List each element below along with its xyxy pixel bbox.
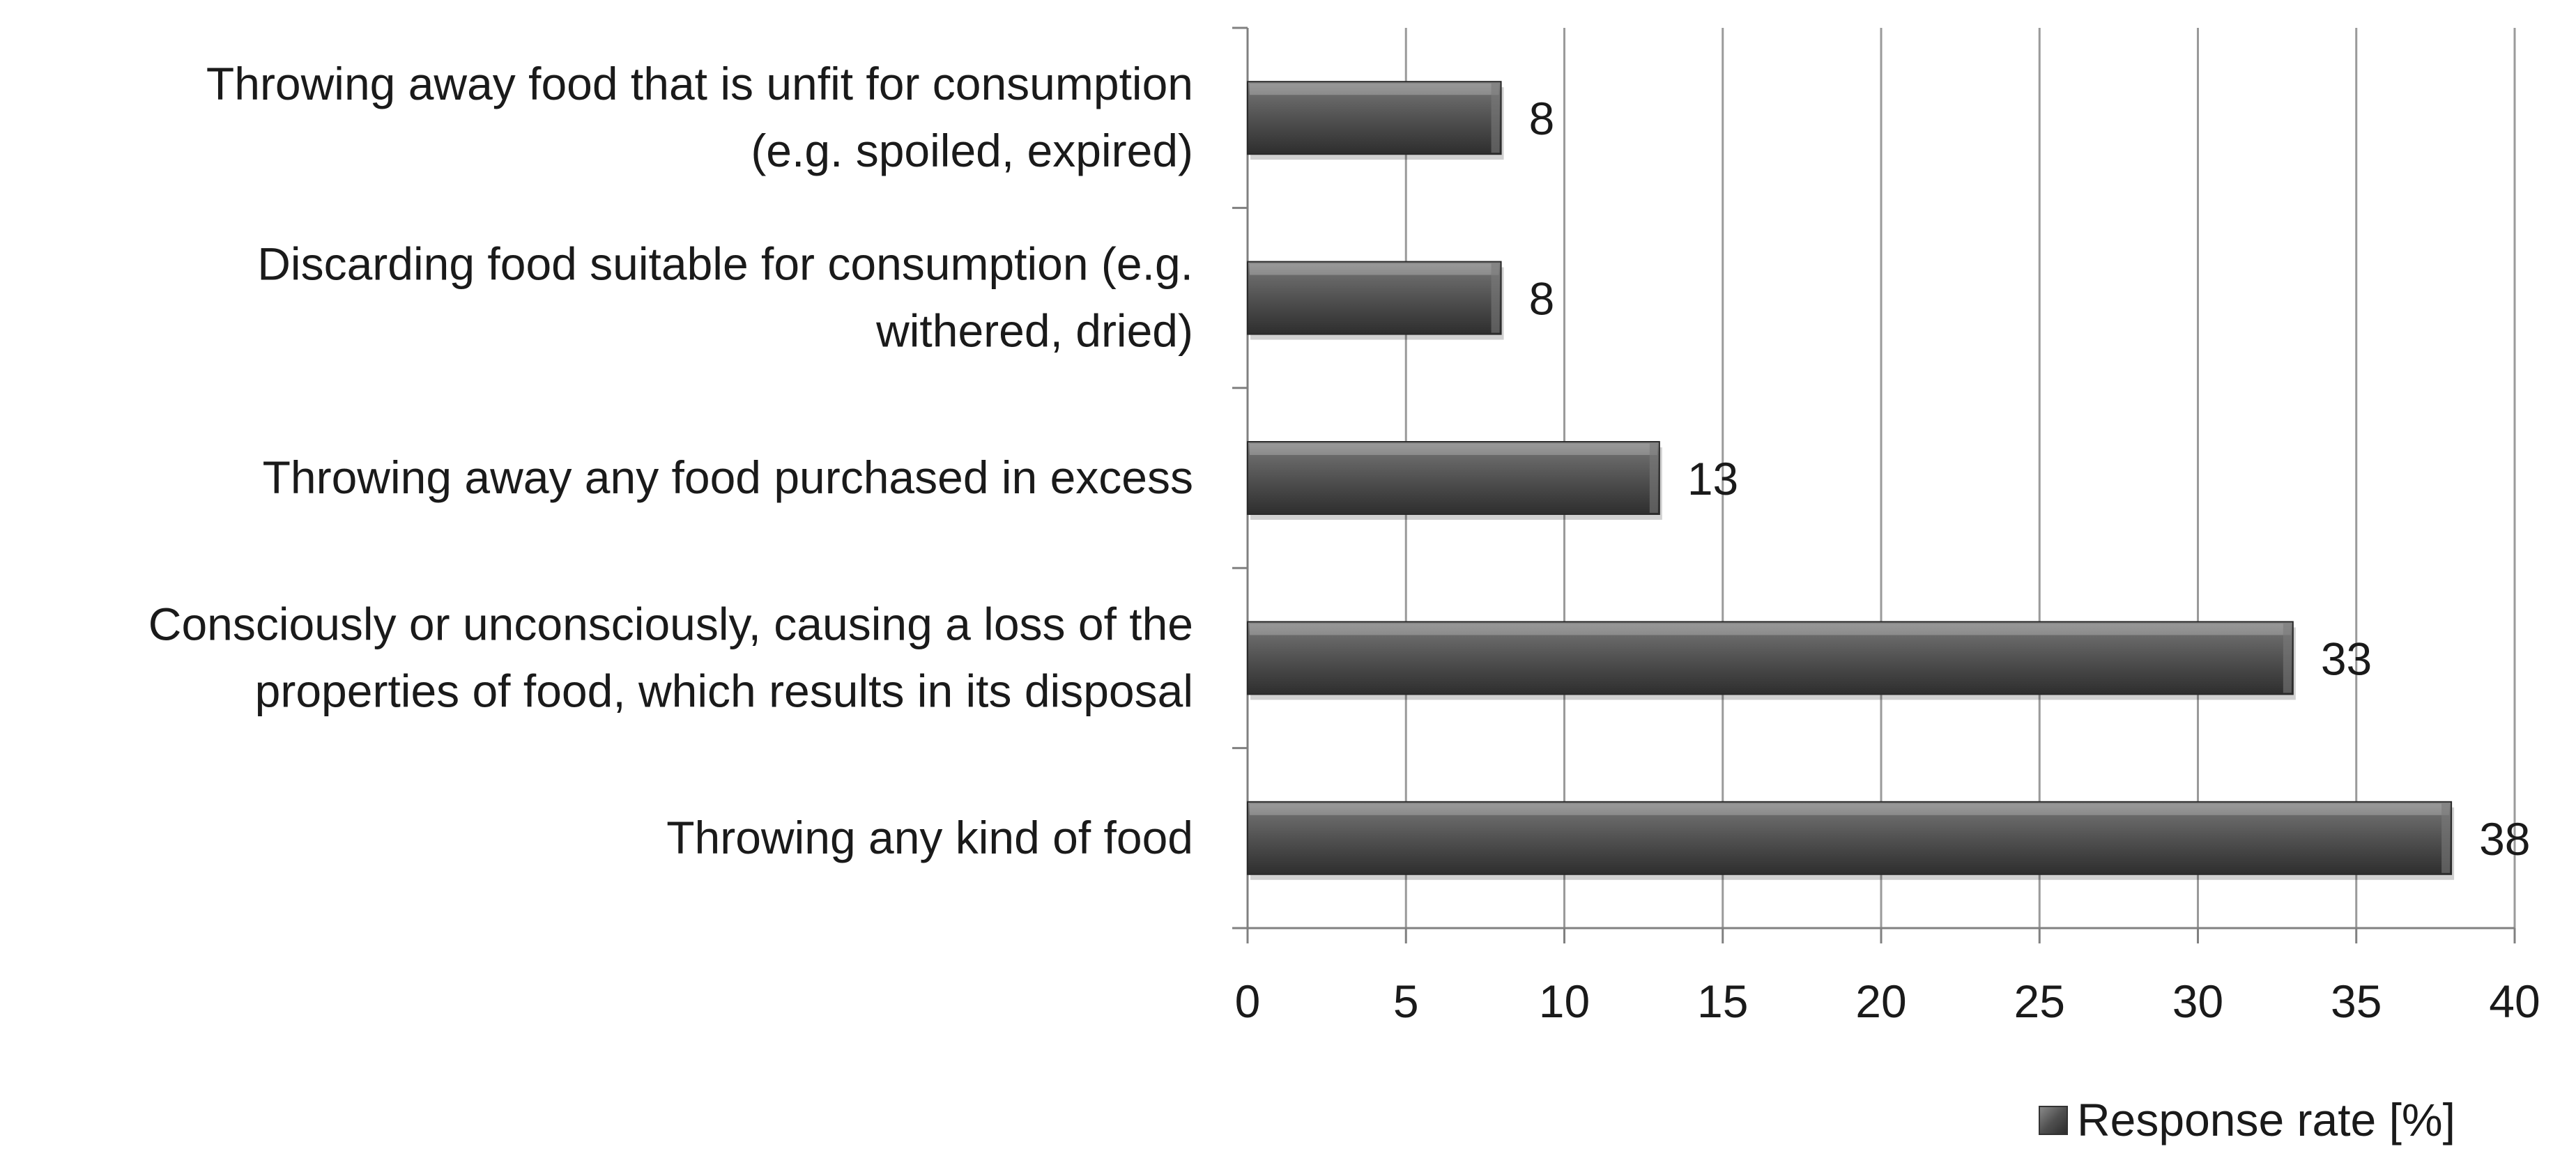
category-label-3: Throwing away any food purchased in exce… <box>263 452 1193 503</box>
category-label-5: Throwing any kind of food <box>666 812 1193 863</box>
bar-4 <box>1247 621 2296 700</box>
x-tick-label-35: 35 <box>2331 975 2382 1027</box>
bar-1 <box>1247 81 1504 160</box>
bar-endcap <box>1491 263 1500 333</box>
data-label-4: 33 <box>2321 633 2372 684</box>
x-tick-label-5: 5 <box>1393 975 1419 1027</box>
bar-endcap <box>1649 443 1658 513</box>
category-label-line: (e.g. spoiled, expired) <box>751 125 1193 176</box>
category-labels: Throwing away food that is unfit for con… <box>148 58 1193 863</box>
x-tick-label-15: 15 <box>1697 975 1748 1027</box>
gridlines <box>1404 28 2516 928</box>
data-label-1: 8 <box>1529 93 1555 144</box>
category-label-line: Throwing away any food purchased in exce… <box>263 452 1193 503</box>
x-tick-label-0: 0 <box>1235 975 1261 1027</box>
bar-highlight <box>1250 444 1657 455</box>
data-label-3: 13 <box>1687 453 1738 504</box>
bar-endcap <box>1491 83 1500 153</box>
bar-highlight <box>1250 624 2291 635</box>
x-tick-label-30: 30 <box>2172 975 2223 1027</box>
category-label-4: Consciously or unconsciously, causing a … <box>148 598 1193 716</box>
bar-5 <box>1247 801 2455 880</box>
x-tick-label-40: 40 <box>2489 975 2540 1027</box>
x-tick-label-20: 20 <box>1855 975 1906 1027</box>
legend-label: Response rate [%] <box>2077 1094 2455 1145</box>
bars <box>1247 81 2455 880</box>
category-label-2: Discarding food suitable for consumption… <box>257 238 1193 357</box>
data-labels: 8 8 13 33 38 <box>1529 93 2531 865</box>
legend-swatch <box>2039 1106 2068 1135</box>
category-label-line: properties of food, which results in its… <box>255 665 1193 716</box>
data-label-5: 38 <box>2479 813 2530 865</box>
category-label-line: withered, dried) <box>875 305 1193 357</box>
bar-highlight <box>1250 263 1499 275</box>
bar-3 <box>1247 441 1662 520</box>
bar-endcap <box>2441 803 2451 873</box>
bar-highlight <box>1250 84 1499 95</box>
data-label-2: 8 <box>1529 273 1555 325</box>
category-label-1: Throwing away food that is unfit for con… <box>206 58 1193 176</box>
category-label-line: Discarding food suitable for consumption… <box>257 238 1193 290</box>
x-tick-label-10: 10 <box>1539 975 1590 1027</box>
legend: Response rate [%] <box>2039 1094 2455 1145</box>
bar-endcap <box>2283 623 2292 693</box>
category-label-line: Throwing any kind of food <box>666 812 1193 863</box>
x-tick-label-25: 25 <box>2014 975 2065 1027</box>
category-label-line: Throwing away food that is unfit for con… <box>206 58 1193 109</box>
x-tick-labels: 0 5 10 15 20 25 30 35 40 <box>1235 975 2540 1027</box>
bar-highlight <box>1250 803 2450 815</box>
bar-2 <box>1247 261 1504 340</box>
category-label-line: Consciously or unconsciously, causing a … <box>148 598 1193 649</box>
